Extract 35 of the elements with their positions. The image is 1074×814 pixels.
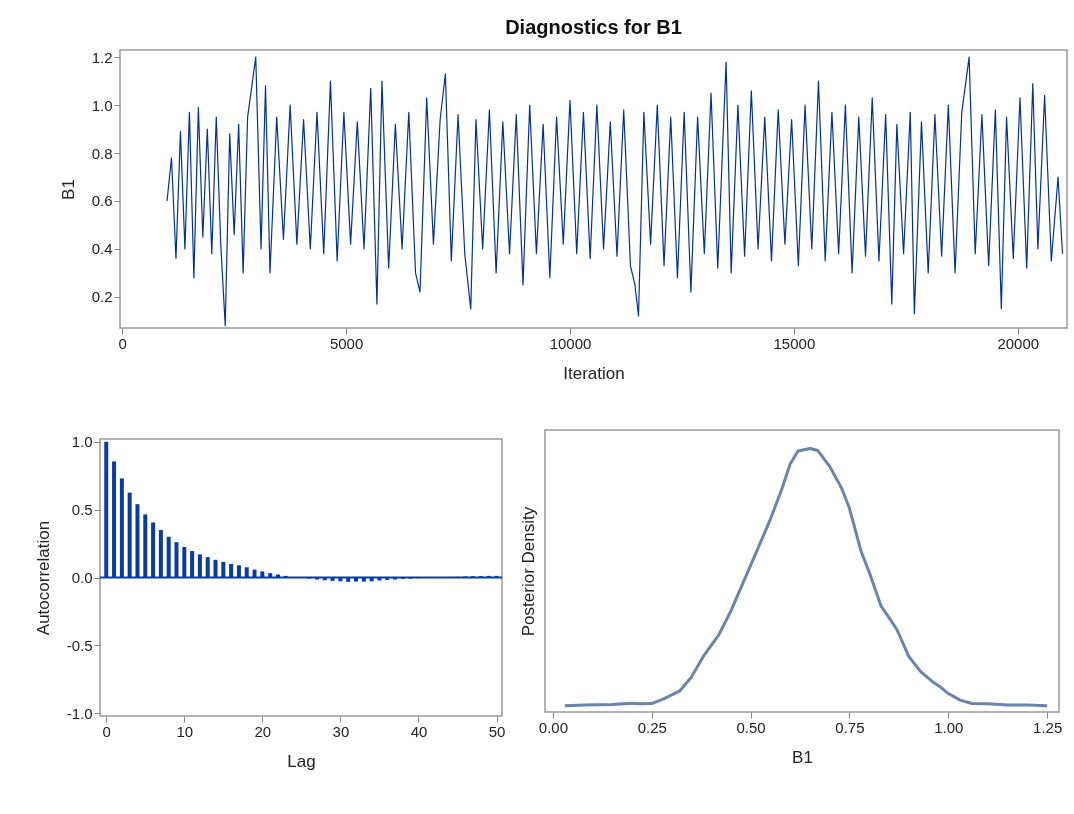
x-tick-label: 40 xyxy=(410,722,428,740)
y-tick-label: 0.0 xyxy=(71,569,93,586)
y-tick-label: 1.0 xyxy=(91,96,113,114)
y-axis-title: B1 xyxy=(58,179,78,200)
x-tick-label: 0.50 xyxy=(736,718,766,736)
x-axis-title: Lag xyxy=(287,751,316,771)
y-tick-label: 0.5 xyxy=(71,501,93,519)
y-tick-label: 0.8 xyxy=(91,144,113,162)
y-tick-label: 0.2 xyxy=(91,288,113,306)
x-tick-label: 20 xyxy=(254,722,272,740)
y-tick-label: 0.6 xyxy=(91,192,113,210)
x-tick-label: 0 xyxy=(118,334,127,352)
x-tick-label: 30 xyxy=(332,722,350,740)
x-tick-label: 0.25 xyxy=(637,718,667,736)
chart-title: Diagnostics for B1 xyxy=(505,16,682,38)
x-tick-label: 20000 xyxy=(997,334,1040,352)
y-tick-label: 1.0 xyxy=(71,433,93,451)
y-tick-label: -1.0 xyxy=(66,704,93,722)
y-tick-label: -0.5 xyxy=(66,636,93,654)
y-tick-label: 0.4 xyxy=(91,240,113,258)
x-tick-label: 1.25 xyxy=(1033,718,1063,736)
y-axis-title: Posterior Density xyxy=(518,506,538,637)
y-tick-label: 1.2 xyxy=(91,48,113,66)
y-axis-title: Autocorrelation xyxy=(33,520,53,636)
x-tick-label: 0 xyxy=(102,722,111,740)
x-tick-label: 10 xyxy=(176,722,194,740)
x-tick-label: 5000 xyxy=(329,334,364,352)
x-tick-label: 10000 xyxy=(549,334,592,352)
x-tick-label: 0.75 xyxy=(835,718,865,736)
x-tick-label: 50 xyxy=(488,722,506,740)
x-axis-title: B1 xyxy=(792,747,813,767)
x-tick-label: 15000 xyxy=(773,334,816,352)
x-axis-title: Iteration xyxy=(563,363,625,383)
x-tick-label: 1.00 xyxy=(934,718,964,736)
x-tick-label: 0.00 xyxy=(538,718,569,736)
